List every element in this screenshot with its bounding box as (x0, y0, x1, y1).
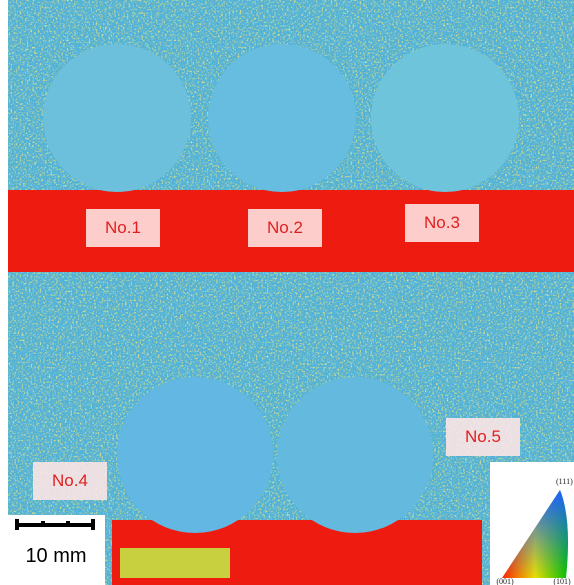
scale-label: 10 mm (25, 545, 86, 567)
sample-label: No.1 (86, 209, 160, 247)
sample-label: No.2 (248, 209, 322, 247)
grain-circle (43, 44, 191, 192)
sample-label: No.3 (405, 204, 479, 242)
sample-label: No.5 (446, 418, 520, 456)
ebsd-map-figure: 10 mm (111) (001) (101) No.1 No.2 No.3 N… (0, 0, 574, 585)
legend-label: (111) (556, 477, 573, 486)
grain-circle (117, 377, 273, 533)
grain-circle (208, 44, 356, 192)
sample-label: No.4 (33, 462, 107, 500)
yellow-region (120, 548, 230, 578)
legend-label: (001) (496, 577, 514, 585)
grain-circle (371, 44, 519, 192)
legend-label: (101) (553, 577, 571, 585)
grain-circle (277, 377, 433, 533)
